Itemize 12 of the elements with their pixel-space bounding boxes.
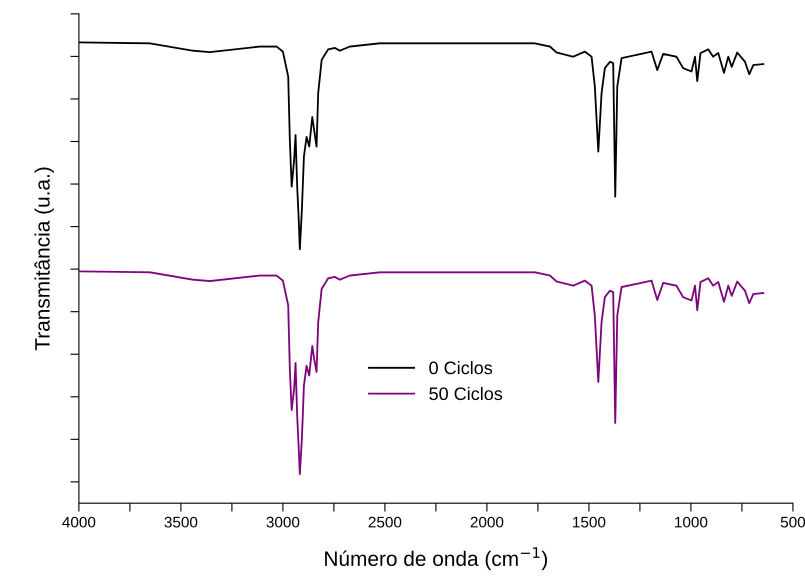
legend-label: 0 Ciclos [429, 361, 492, 374]
x-tick-label: 2000 [470, 516, 504, 528]
legend-label: 50 Ciclos [429, 386, 502, 400]
y-axis-title: Transmitância (u.a.) [34, 168, 54, 350]
x-tick-label: 4000 [62, 516, 96, 528]
x-tick-label: 1500 [573, 516, 606, 528]
x-tick-label: 3000 [266, 516, 300, 528]
x-tick-label: 500 [780, 516, 805, 528]
x-axis-title: Número de onda (cm$^{−1}$) [325, 547, 548, 570]
x-tick-label: 1000 [675, 516, 708, 528]
x-tick-label: 3500 [164, 516, 198, 528]
x-tick-label: 2500 [368, 516, 402, 528]
